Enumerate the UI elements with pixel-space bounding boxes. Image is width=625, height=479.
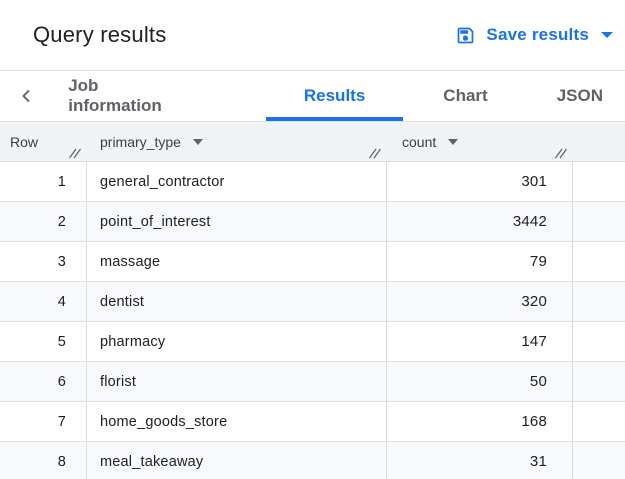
cell-count: 147 <box>387 322 573 361</box>
save-results-label: Save results <box>486 25 589 44</box>
panel-header: Query results Save results <box>0 0 625 70</box>
table-row: 2 point_of_interest 3442 <box>0 202 625 242</box>
table-row: 5 pharmacy 147 <box>0 322 625 362</box>
tab-results[interactable]: Results <box>265 71 404 121</box>
caret-down-icon <box>601 32 613 38</box>
cell-filler <box>573 282 625 321</box>
cell-row-number: 5 <box>0 322 87 361</box>
cell-primary-type: point_of_interest <box>87 202 387 241</box>
save-results-button[interactable]: Save results <box>455 25 613 46</box>
column-header-count-label: count <box>402 133 437 150</box>
cell-row-number: 6 <box>0 362 87 401</box>
sort-caret-icon <box>192 138 203 145</box>
cell-filler <box>573 242 625 281</box>
cell-primary-type: pharmacy <box>87 322 387 361</box>
save-icon <box>455 25 476 46</box>
column-header-count[interactable]: count <box>387 122 573 161</box>
sort-caret-icon <box>448 138 459 145</box>
table-row: 4 dentist 320 <box>0 282 625 322</box>
cell-count: 3442 <box>387 202 573 241</box>
table-header-row: Row primary_type count <box>0 122 625 162</box>
tab-job-information[interactable]: Job information <box>68 76 162 115</box>
cell-row-number: 3 <box>0 242 87 281</box>
column-resize-handle-icon[interactable] <box>368 148 382 159</box>
column-resize-handle-icon[interactable] <box>68 148 82 159</box>
tab-chart[interactable]: Chart <box>443 86 488 105</box>
cell-primary-type: massage <box>87 242 387 281</box>
cell-count: 320 <box>387 282 573 321</box>
cell-primary-type: general_contractor <box>87 162 387 201</box>
table-row: 3 massage 79 <box>0 242 625 282</box>
cell-primary-type: meal_takeaway <box>87 442 387 479</box>
cell-filler <box>573 362 625 401</box>
column-header-primary-type[interactable]: primary_type <box>87 122 387 161</box>
column-header-primary-type-label: primary_type <box>100 133 181 150</box>
cell-filler <box>573 442 625 479</box>
cell-row-number: 1 <box>0 162 87 201</box>
table-body: 1 general_contractor 301 2 point_of_inte… <box>0 162 625 479</box>
column-header-row-label: Row <box>10 133 39 150</box>
cell-primary-type: home_goods_store <box>87 402 387 441</box>
column-header-row[interactable]: Row <box>0 122 87 161</box>
cell-filler <box>573 162 625 201</box>
cell-filler <box>573 402 625 441</box>
tab-json[interactable]: JSON <box>556 86 603 105</box>
page-title: Query results <box>33 22 167 47</box>
table-row: 6 florist 50 <box>0 362 625 402</box>
chevron-left-icon <box>15 85 37 107</box>
cell-row-number: 8 <box>0 442 87 479</box>
tab-bar: Job information Results Chart JSON <box>0 70 625 122</box>
cell-filler <box>573 322 625 361</box>
column-resize-handle-icon[interactable] <box>554 148 568 159</box>
column-header-filler <box>573 122 625 161</box>
cell-count: 168 <box>387 402 573 441</box>
cell-row-number: 4 <box>0 282 87 321</box>
cell-count: 31 <box>387 442 573 479</box>
table-row: 7 home_goods_store 168 <box>0 402 625 442</box>
cell-count: 79 <box>387 242 573 281</box>
cell-filler <box>573 202 625 241</box>
back-button[interactable] <box>14 71 38 121</box>
cell-row-number: 2 <box>0 202 87 241</box>
cell-count: 301 <box>387 162 573 201</box>
cell-count: 50 <box>387 362 573 401</box>
cell-primary-type: florist <box>87 362 387 401</box>
table-row: 1 general_contractor 301 <box>0 162 625 202</box>
cell-primary-type: dentist <box>87 282 387 321</box>
table-row: 8 meal_takeaway 31 <box>0 442 625 479</box>
cell-row-number: 7 <box>0 402 87 441</box>
